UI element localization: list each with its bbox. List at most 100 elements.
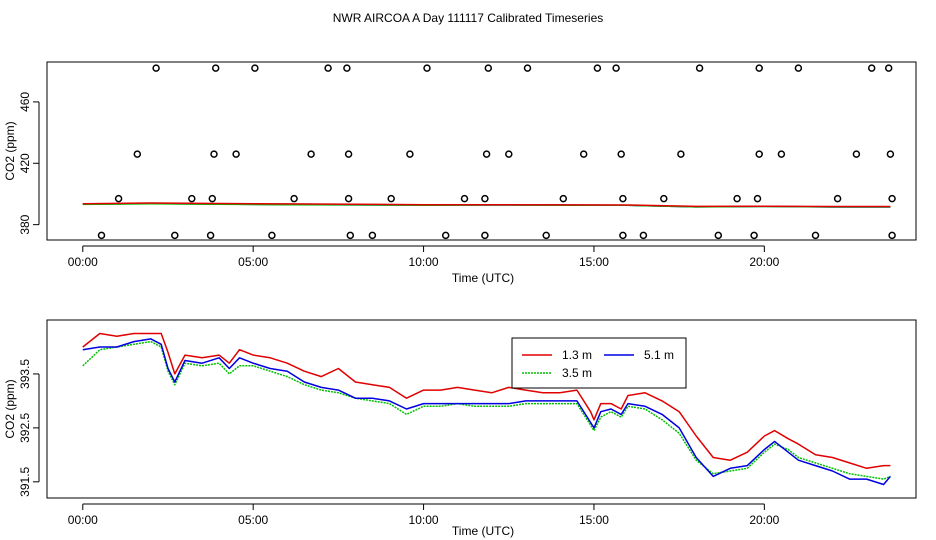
top-point bbox=[755, 64, 763, 72]
top-point bbox=[619, 231, 627, 240]
bottom-panel: 00:00 05:00 10:00 15:00 20:00 391.5 392.5 393.… bbox=[3, 319, 917, 538]
top-point bbox=[714, 231, 723, 240]
top-point bbox=[482, 150, 491, 158]
top-point bbox=[695, 64, 704, 72]
top-point bbox=[460, 194, 469, 203]
top-x-tick-label: 05:00 bbox=[238, 255, 268, 269]
top-point bbox=[755, 150, 763, 158]
top-point bbox=[387, 194, 395, 203]
top-x-tick-label: 15:00 bbox=[579, 255, 609, 269]
top-y-axis: 380 420 460 bbox=[18, 92, 40, 235]
top-point bbox=[617, 150, 625, 158]
top-x-tick-label: 20:00 bbox=[749, 255, 779, 269]
bottom-series-1-3m bbox=[82, 332, 891, 470]
bottom-x-tick-label: 15:00 bbox=[579, 513, 609, 527]
top-point bbox=[481, 194, 489, 203]
top-point bbox=[406, 150, 414, 158]
top-point bbox=[206, 231, 215, 240]
bottom-x-label: Time (UTC) bbox=[452, 524, 514, 538]
bottom-marks bbox=[82, 332, 891, 486]
bottom-y-axis: 391.5 392.5 393.5 bbox=[18, 359, 40, 497]
bottom-plot-frame bbox=[46, 319, 917, 499]
top-point bbox=[344, 150, 353, 158]
top-point bbox=[559, 194, 568, 203]
top-point bbox=[777, 150, 786, 158]
top-point bbox=[290, 194, 298, 203]
top-x-tick-label: 00:00 bbox=[68, 255, 98, 269]
top-point bbox=[232, 150, 240, 158]
top-series-1-3m bbox=[82, 202, 891, 208]
top-point bbox=[343, 64, 351, 72]
top-point bbox=[833, 194, 842, 203]
top-panel: 00:00 05:00 10:00 15:00 20:00 380 420 460 Time… bbox=[3, 61, 917, 285]
top-y-label: CO2 (ppm) bbox=[3, 121, 17, 180]
top-point bbox=[753, 194, 762, 203]
top-plot-frame bbox=[46, 61, 917, 241]
top-point bbox=[484, 64, 493, 72]
top-y-tick-label: 420 bbox=[18, 153, 32, 173]
top-y-tick-label: 380 bbox=[18, 214, 32, 234]
bottom-y-tick-label: 392.5 bbox=[18, 413, 32, 443]
top-point bbox=[152, 64, 160, 72]
top-point bbox=[344, 194, 353, 203]
top-point bbox=[171, 231, 179, 240]
chart-title: NWR AIRCOA A Day 111117 Calibrated Times… bbox=[333, 11, 604, 25]
top-point bbox=[368, 231, 377, 240]
top-point bbox=[639, 231, 648, 240]
bottom-x-tick-label: 10:00 bbox=[409, 513, 439, 527]
top-point bbox=[210, 150, 218, 158]
bottom-y-tick-label: 393.5 bbox=[18, 359, 32, 389]
top-point bbox=[612, 64, 620, 72]
bottom-y-tick-label: 391.5 bbox=[18, 466, 32, 496]
top-point bbox=[523, 64, 532, 72]
top-point bbox=[441, 231, 450, 240]
top-x-tick-label: 10:00 bbox=[409, 255, 439, 269]
top-point bbox=[211, 64, 220, 72]
top-point bbox=[811, 231, 820, 240]
top-point bbox=[97, 231, 106, 240]
top-marks bbox=[82, 64, 896, 240]
top-point bbox=[208, 194, 217, 203]
bottom-x-axis: 00:00 05:00 10:00 15:00 20:00 bbox=[68, 503, 780, 527]
top-x-label: Time (UTC) bbox=[452, 271, 514, 285]
bottom-x-tick-label: 05:00 bbox=[238, 513, 268, 527]
top-point bbox=[884, 64, 893, 72]
bottom-x-tick-label: 00:00 bbox=[68, 513, 98, 527]
legend: 1.3 m 5.1 m 3.5 m bbox=[511, 337, 687, 389]
top-point bbox=[324, 64, 332, 72]
top-point bbox=[619, 194, 627, 203]
top-point bbox=[794, 64, 803, 72]
top-point bbox=[481, 231, 489, 240]
top-point bbox=[660, 194, 668, 203]
top-point bbox=[733, 194, 741, 203]
top-point bbox=[593, 64, 602, 72]
top-point bbox=[852, 150, 861, 158]
top-point bbox=[888, 194, 896, 203]
top-point bbox=[750, 231, 758, 240]
top-point bbox=[677, 150, 685, 158]
bottom-x-tick-label: 20:00 bbox=[749, 513, 779, 527]
top-point bbox=[542, 231, 550, 240]
top-point bbox=[268, 231, 276, 240]
top-y-tick-label: 460 bbox=[18, 92, 32, 112]
bottom-series-3-5m bbox=[82, 340, 891, 480]
top-x-axis: 00:00 05:00 10:00 15:00 20:00 bbox=[68, 245, 780, 269]
top-point bbox=[188, 194, 196, 203]
bottom-y-label: CO2 (ppm) bbox=[3, 379, 17, 438]
top-point bbox=[114, 194, 123, 203]
top-point bbox=[133, 150, 142, 158]
top-point bbox=[505, 150, 513, 158]
top-point bbox=[867, 64, 876, 72]
top-point bbox=[251, 64, 259, 72]
top-point bbox=[423, 64, 431, 72]
top-point bbox=[886, 150, 895, 158]
top-point bbox=[579, 150, 588, 158]
legend-label-3-5m: 3.5 m bbox=[562, 366, 592, 380]
legend-label-5-1m: 5.1 m bbox=[644, 348, 674, 362]
top-point bbox=[307, 150, 315, 158]
bottom-series-5-1m bbox=[82, 338, 891, 486]
top-point bbox=[346, 231, 355, 240]
legend-label-1-3m: 1.3 m bbox=[562, 348, 592, 362]
top-point bbox=[888, 231, 896, 240]
